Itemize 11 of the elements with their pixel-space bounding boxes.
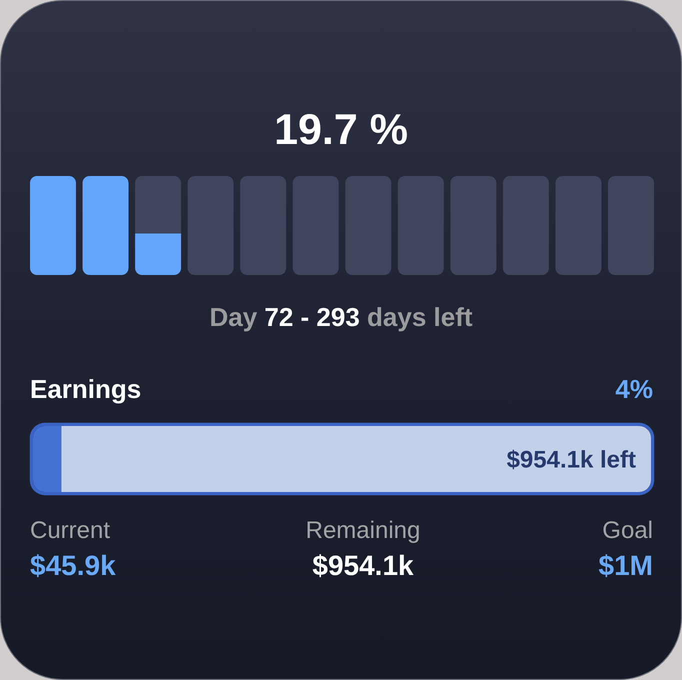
- data-label: $954.1k: [312, 550, 414, 581]
- category-label: Current: [30, 517, 110, 544]
- chart-title: 19.7 %: [274, 106, 408, 154]
- text: Goal: [602, 517, 653, 544]
- text: 4%: [615, 374, 653, 404]
- text: $954.1k left: [506, 446, 636, 474]
- x-axis-title: Day 72 - 293 days left: [209, 302, 473, 332]
- text: $1M: [598, 550, 653, 581]
- text: Earnings: [30, 374, 142, 404]
- category-label: Remaining: [306, 517, 420, 544]
- data-label: $45.9k: [30, 550, 116, 581]
